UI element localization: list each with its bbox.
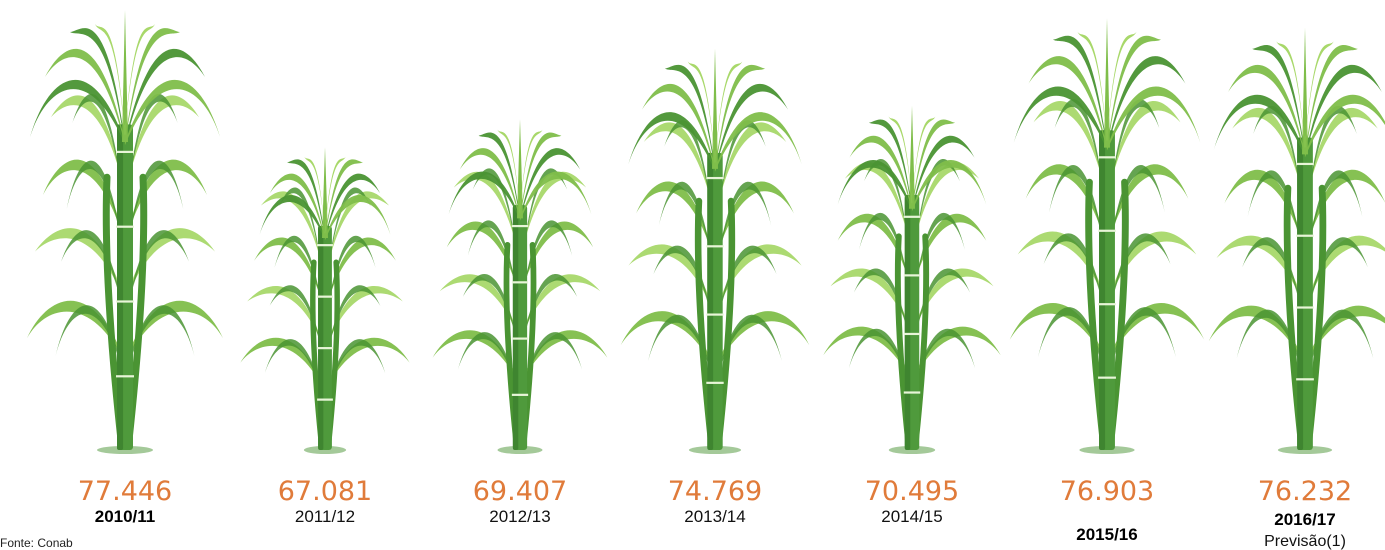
category-label-2015/16: 2015/16 <box>1076 525 1137 544</box>
category-note-2016/17: Previsão(1) <box>1264 533 1346 550</box>
plant-bar-2016/17 <box>1208 27 1385 454</box>
source-note: Fonte: Conab <box>0 536 73 550</box>
plant-bar-2010/11 <box>27 10 223 454</box>
category-label-2011/12: 2011/12 <box>295 507 355 526</box>
plant-bar-2013/14 <box>620 48 810 454</box>
plant-bar-2015/16 <box>1009 17 1205 454</box>
category-label-2016/17: 2016/17 <box>1274 510 1335 529</box>
value-label-2016/17: 76.232 <box>1258 476 1352 507</box>
value-label-2011/12: 67.081 <box>278 476 372 507</box>
category-label-2013/14: 2013/14 <box>684 507 745 526</box>
category-label-2014/15: 2014/15 <box>881 507 942 526</box>
plant-bar-2014/15 <box>823 105 1001 454</box>
category-label-2012/13: 2012/13 <box>489 507 550 526</box>
category-label-2010/11: 2010/11 <box>95 507 156 526</box>
plant-bar-2011/12 <box>240 147 410 454</box>
value-label-2012/13: 69.407 <box>473 476 567 507</box>
value-label-2014/15: 70.495 <box>865 476 959 507</box>
plant-bar-2012/13 <box>432 119 608 454</box>
value-label-2010/11: 77.446 <box>78 476 172 507</box>
value-label-2013/14: 74.769 <box>668 476 762 507</box>
value-label-2015/16: 76.903 <box>1060 476 1154 507</box>
